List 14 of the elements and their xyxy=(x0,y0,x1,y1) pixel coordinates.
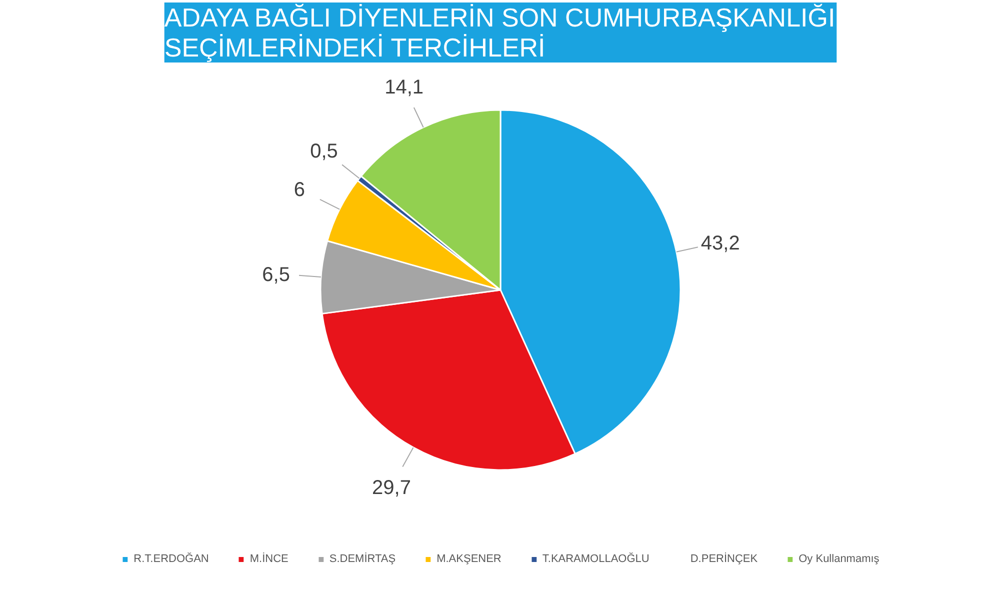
legend-label: M.AKŞENER xyxy=(436,553,502,565)
legend-label: Oy Kullanmamış xyxy=(798,553,880,565)
data-label: 0,5 xyxy=(310,140,338,162)
legend-label: T.KARAMOLLAOĞLU xyxy=(542,553,650,565)
legend-label: M.İNCE xyxy=(250,553,288,565)
category-label: D.PERİNÇEK xyxy=(690,553,758,565)
chart-title: ADAYA BAĞLI DİYENLERİN SON CUMHURBAŞKANLIĞI SEÇİMLERİNDEKİ TERCİHLERİ xyxy=(164,2,836,62)
data-label: 29,7 xyxy=(372,476,411,499)
data-label: 6 xyxy=(294,179,305,202)
data-label: 14,1 xyxy=(384,76,424,99)
legend-label: S.DEMİRTAŞ xyxy=(329,553,396,565)
legend-label: R.T.ERDOĞAN xyxy=(134,553,209,565)
data-label: 43,2 xyxy=(700,232,740,254)
data-label: 6,5 xyxy=(262,264,290,286)
